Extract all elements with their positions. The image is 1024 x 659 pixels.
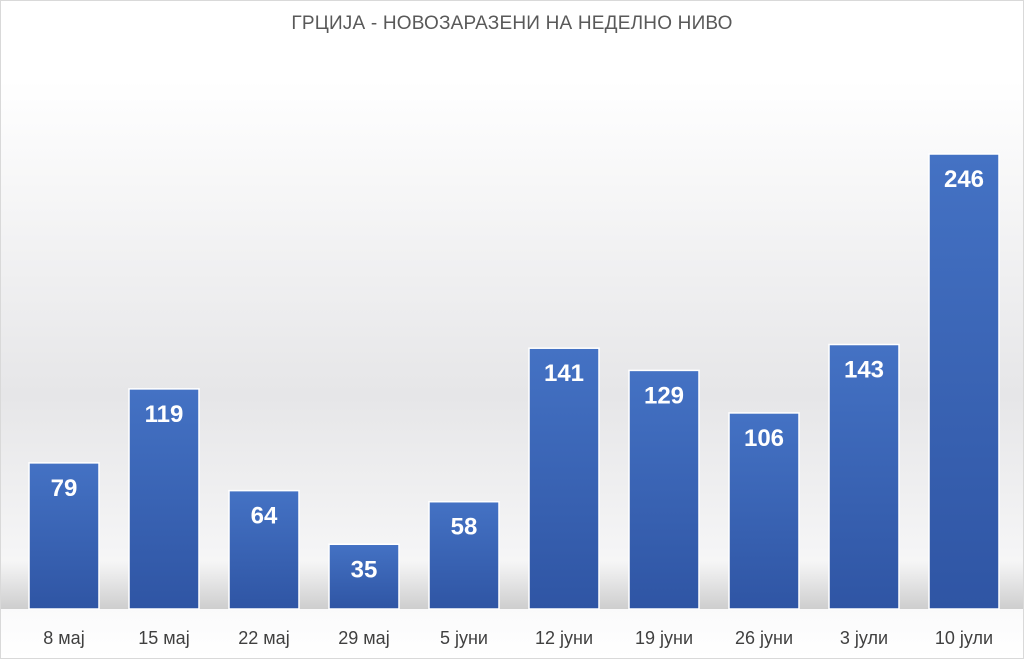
x-tick-label-4: 29 мај (338, 628, 389, 648)
data-label-1: 79 (51, 475, 78, 502)
x-tick-label-8: 26 јуни (735, 628, 793, 648)
data-label-8: 106 (744, 425, 784, 452)
data-label-4: 35 (351, 556, 378, 583)
bar-9 (828, 343, 900, 610)
x-tick-label-3: 22 мај (238, 628, 289, 648)
x-tick-label-7: 19 јуни (635, 628, 693, 648)
bar-4 (328, 543, 400, 610)
data-label-5: 58 (451, 514, 478, 541)
data-label-3: 64 (251, 503, 278, 530)
data-label-10: 246 (944, 166, 984, 193)
x-tick-label-10: 10 јули (935, 628, 993, 648)
x-tick-label-5: 5 јуни (440, 628, 488, 648)
bar-6 (528, 347, 600, 610)
x-tick-label-9: 3 јули (840, 628, 888, 648)
x-tick-label-6: 12 јуни (535, 628, 593, 648)
bar-8 (728, 412, 800, 610)
bar-10 (928, 153, 1000, 610)
bar-5 (428, 500, 500, 610)
bar-2 (128, 388, 200, 610)
data-label-6: 141 (544, 360, 584, 387)
data-label-7: 129 (644, 382, 684, 409)
x-tick-label-2: 15 мај (138, 628, 189, 648)
x-tick-label-1: 8 мај (43, 628, 84, 648)
bar-3 (228, 489, 300, 610)
bar-7 (628, 369, 700, 610)
data-label-2: 119 (145, 401, 184, 428)
data-label-9: 143 (844, 357, 884, 384)
bar-1 (28, 462, 100, 610)
chart-title: ГРЦИЈА - НОВОЗАРАЗЕНИ НА НЕДЕЛНО НИВО (291, 13, 733, 34)
